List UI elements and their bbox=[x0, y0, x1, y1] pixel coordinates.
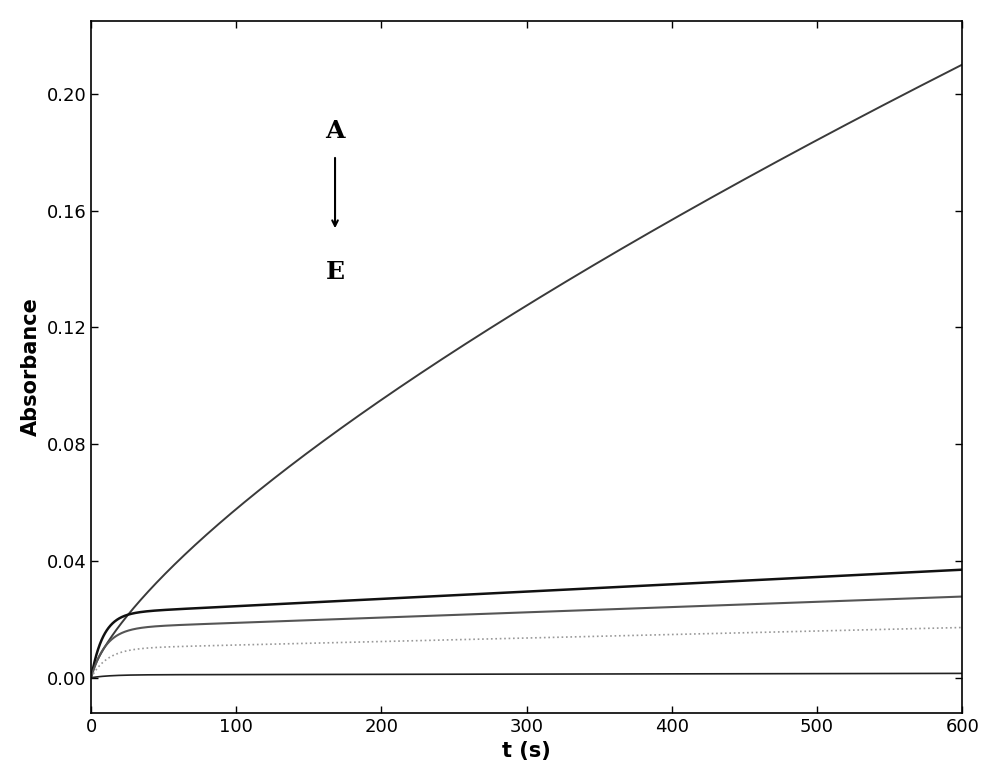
Text: A: A bbox=[325, 120, 345, 143]
X-axis label: t (s): t (s) bbox=[502, 741, 551, 761]
Y-axis label: Absorbance: Absorbance bbox=[21, 297, 41, 436]
Text: E: E bbox=[326, 260, 345, 284]
